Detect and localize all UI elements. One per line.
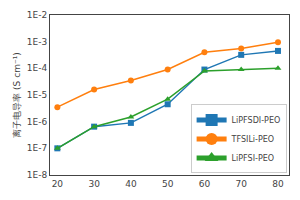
svg-text:1E-2: 1E-2 [27, 10, 47, 20]
svg-text:1E-8: 1E-8 [27, 170, 48, 180]
svg-text:TFSILi-PEO: TFSILi-PEO [231, 135, 275, 144]
svg-text:1E-5: 1E-5 [27, 90, 47, 100]
svg-text:80: 80 [272, 179, 284, 189]
svg-text:1E-4: 1E-4 [27, 63, 48, 73]
svg-text:60: 60 [199, 179, 211, 189]
svg-text:LiPFSDI-PEO: LiPFSDI-PEO [232, 116, 281, 125]
svg-text:20: 20 [52, 179, 64, 189]
svg-text:1E-6: 1E-6 [27, 117, 48, 127]
svg-text:30: 30 [88, 179, 100, 189]
svg-text:离子电导率 (S cm⁻¹): 离子电导率 (S cm⁻¹) [12, 52, 22, 138]
svg-text:1E-3: 1E-3 [27, 37, 47, 47]
svg-text:LiPFSI-PEO: LiPFSI-PEO [232, 154, 274, 163]
svg-text:40: 40 [125, 179, 137, 189]
svg-text:70: 70 [235, 179, 247, 189]
svg-text:50: 50 [162, 179, 174, 189]
svg-text:1E-7: 1E-7 [27, 143, 47, 153]
